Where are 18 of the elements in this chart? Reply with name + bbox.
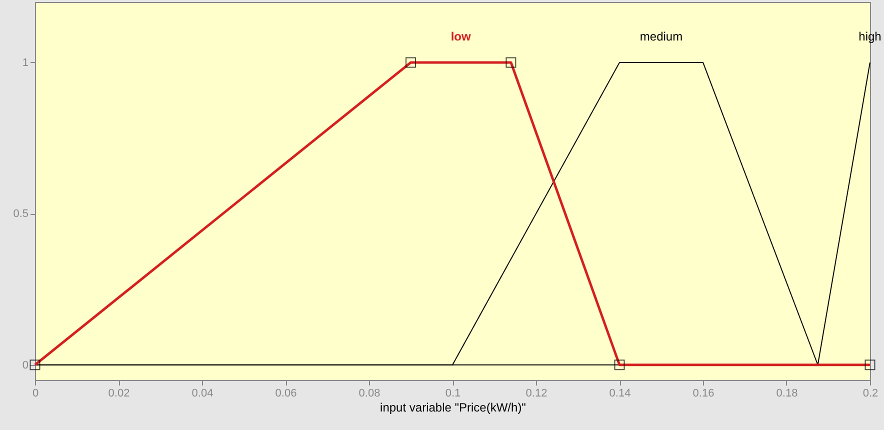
- x-tick-label: 0.12: [526, 388, 548, 400]
- x-tick-label: 0.14: [609, 388, 631, 400]
- series-label: low: [450, 29, 472, 44]
- y-tick-label: 0: [22, 359, 28, 372]
- y-tick-label: 0.5: [13, 208, 28, 220]
- x-tick-label: 0.1: [445, 388, 461, 400]
- y-tick-label: 1: [22, 56, 28, 69]
- series-label: medium: [640, 29, 683, 44]
- series-label: high: [858, 29, 882, 44]
- x-tick-label: 0.18: [776, 388, 798, 400]
- x-tick-label: 0.02: [108, 388, 130, 400]
- x-tick-label: 0: [32, 388, 39, 400]
- x-tick-label: 0.2: [862, 388, 878, 400]
- x-tick-label: 0.04: [192, 388, 214, 400]
- x-axis-title: input variable "Price(kW/h)": [380, 400, 526, 414]
- x-tick-label: 0.16: [692, 388, 714, 400]
- x-tick-label: 0.08: [358, 388, 380, 400]
- x-tick-label: 0.06: [275, 388, 297, 400]
